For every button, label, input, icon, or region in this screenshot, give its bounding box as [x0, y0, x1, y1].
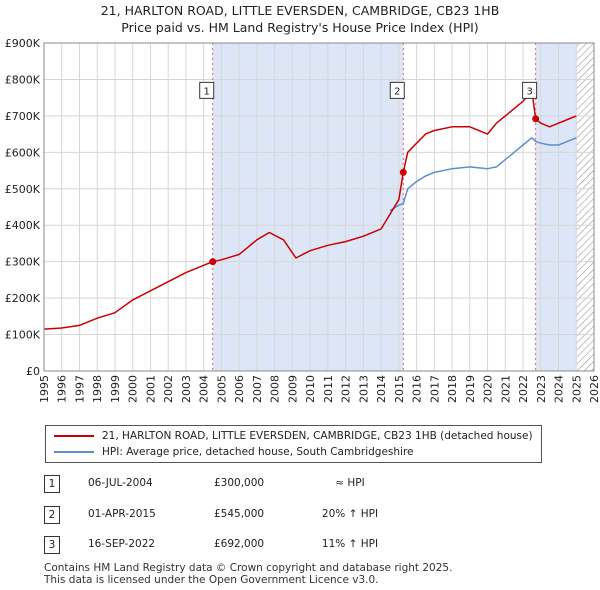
x-tick-label: 2006	[233, 375, 246, 403]
x-tick-label: 1998	[91, 375, 104, 403]
sale-marker-label: 3	[526, 86, 532, 97]
legend-swatch-hpi	[54, 451, 94, 453]
x-tick-label: 2021	[499, 375, 512, 403]
sale-hpi-comparison: ≈ HPI	[335, 477, 365, 489]
legend-item-hpi: HPI: Average price, detached house, Sout…	[54, 445, 414, 459]
x-tick-label: 2013	[357, 375, 370, 403]
x-tick-label: 2016	[411, 375, 424, 403]
x-tick-label: 2020	[482, 375, 495, 403]
x-tick-label: 1997	[73, 375, 86, 403]
sale-point	[399, 168, 407, 176]
sale-hpi-comparison: 20% ↑ HPI	[321, 508, 379, 520]
y-tick-label: £500K	[5, 183, 41, 196]
x-tick-label: 2014	[375, 375, 388, 403]
chart-title: 21, HARLTON ROAD, LITTLE EVERSDEN, CAMBR…	[100, 3, 500, 18]
sale-row: 1 06-JUL-2004 £300,000 ≈ HPI	[0, 474, 600, 494]
legend: 21, HARLTON ROAD, LITTLE EVERSDEN, CAMBR…	[45, 425, 542, 463]
x-tick-label: 2001	[144, 375, 157, 403]
sale-date: 01-APR-2015	[88, 508, 156, 520]
x-tick-label: 2015	[393, 375, 406, 403]
x-tick-label: 2023	[535, 375, 548, 403]
sale-marker-label: 2	[394, 86, 400, 97]
footer-license: This data is licensed under the Open Gov…	[44, 574, 379, 586]
y-tick-label: £800K	[5, 73, 41, 86]
x-tick-label: 2007	[251, 375, 264, 403]
plot-border	[43, 42, 595, 372]
x-tick-label: 2005	[215, 375, 228, 403]
sale-number-badge: 1	[44, 475, 60, 493]
shaded-range	[535, 43, 577, 371]
shaded-range	[212, 43, 404, 371]
x-tick-label: 2026	[588, 375, 600, 403]
price-chart: 1 2 3 £0 £100K £200K £300K £400K £500K £600K £700K…	[5, 37, 600, 403]
x-tick-label: 1999	[109, 375, 122, 403]
sale-marker-box	[522, 81, 538, 99]
x-tick-label: 2008	[269, 375, 282, 403]
x-tick-label: 1995	[38, 375, 51, 403]
legend-label-property: 21, HARLTON ROAD, LITTLE EVERSDEN, CAMBR…	[102, 430, 533, 442]
x-tick-label: 2004	[198, 375, 211, 403]
sale-marker-label: 1	[204, 86, 210, 97]
sale-number-badge: 3	[44, 536, 60, 554]
x-tick-label: 2012	[340, 375, 353, 403]
y-tick-label: £300K	[5, 256, 41, 269]
sale-row: 2 01-APR-2015 £545,000 20% ↑ HPI	[0, 505, 600, 525]
legend-item-property: 21, HARLTON ROAD, LITTLE EVERSDEN, CAMBR…	[54, 429, 533, 443]
sale-marker-box	[389, 81, 405, 99]
y-tick-label: £600K	[5, 146, 41, 159]
sale-price: £692,000	[214, 538, 265, 550]
sale-hpi-comparison: 11% ↑ HPI	[321, 538, 379, 550]
footer-copyright: Contains HM Land Registry data © Crown c…	[44, 562, 453, 574]
sale-point	[532, 115, 540, 123]
x-tick-label: 1996	[56, 375, 69, 403]
sale-price: £300,000	[214, 477, 265, 489]
x-tick-label: 2018	[446, 375, 459, 403]
x-tick-label: 2024	[553, 375, 566, 403]
y-tick-label: £400K	[5, 219, 41, 232]
x-tick-label: 2025	[570, 375, 583, 403]
x-tick-label: 2000	[127, 375, 140, 403]
sale-price: £545,000	[214, 508, 265, 520]
x-tick-label: 2011	[322, 375, 335, 403]
property-price-line	[43, 89, 577, 330]
chart-subtitle: Price paid vs. HM Land Registry's House …	[121, 20, 479, 35]
x-tick-label: 2010	[304, 375, 317, 403]
sale-date: 06-JUL-2004	[88, 477, 153, 489]
hatched-forecast-region	[576, 43, 594, 371]
y-tick-label: £900K	[5, 37, 41, 50]
y-tick-label: £200K	[5, 292, 41, 305]
legend-label-hpi: HPI: Average price, detached house, Sout…	[102, 446, 414, 458]
x-tick-label: 2003	[180, 375, 193, 403]
sale-date: 16-SEP-2022	[88, 538, 156, 550]
sale-row: 3 16-SEP-2022 £692,000 11% ↑ HPI	[0, 535, 600, 555]
x-tick-label: 2009	[286, 375, 299, 403]
x-tick-label: 2017	[428, 375, 441, 403]
sale-point	[209, 258, 217, 266]
x-tick-label: 2022	[517, 375, 530, 403]
x-tick-label: 2002	[162, 375, 175, 403]
y-tick-label: £0	[26, 365, 40, 378]
y-tick-label: £100K	[5, 329, 41, 342]
y-tick-label: £700K	[5, 110, 41, 123]
hpi-line	[389, 137, 577, 212]
x-tick-label: 2019	[464, 375, 477, 403]
sale-number-badge: 2	[44, 506, 60, 524]
sale-marker-box	[199, 81, 215, 99]
legend-swatch-property	[54, 435, 94, 437]
